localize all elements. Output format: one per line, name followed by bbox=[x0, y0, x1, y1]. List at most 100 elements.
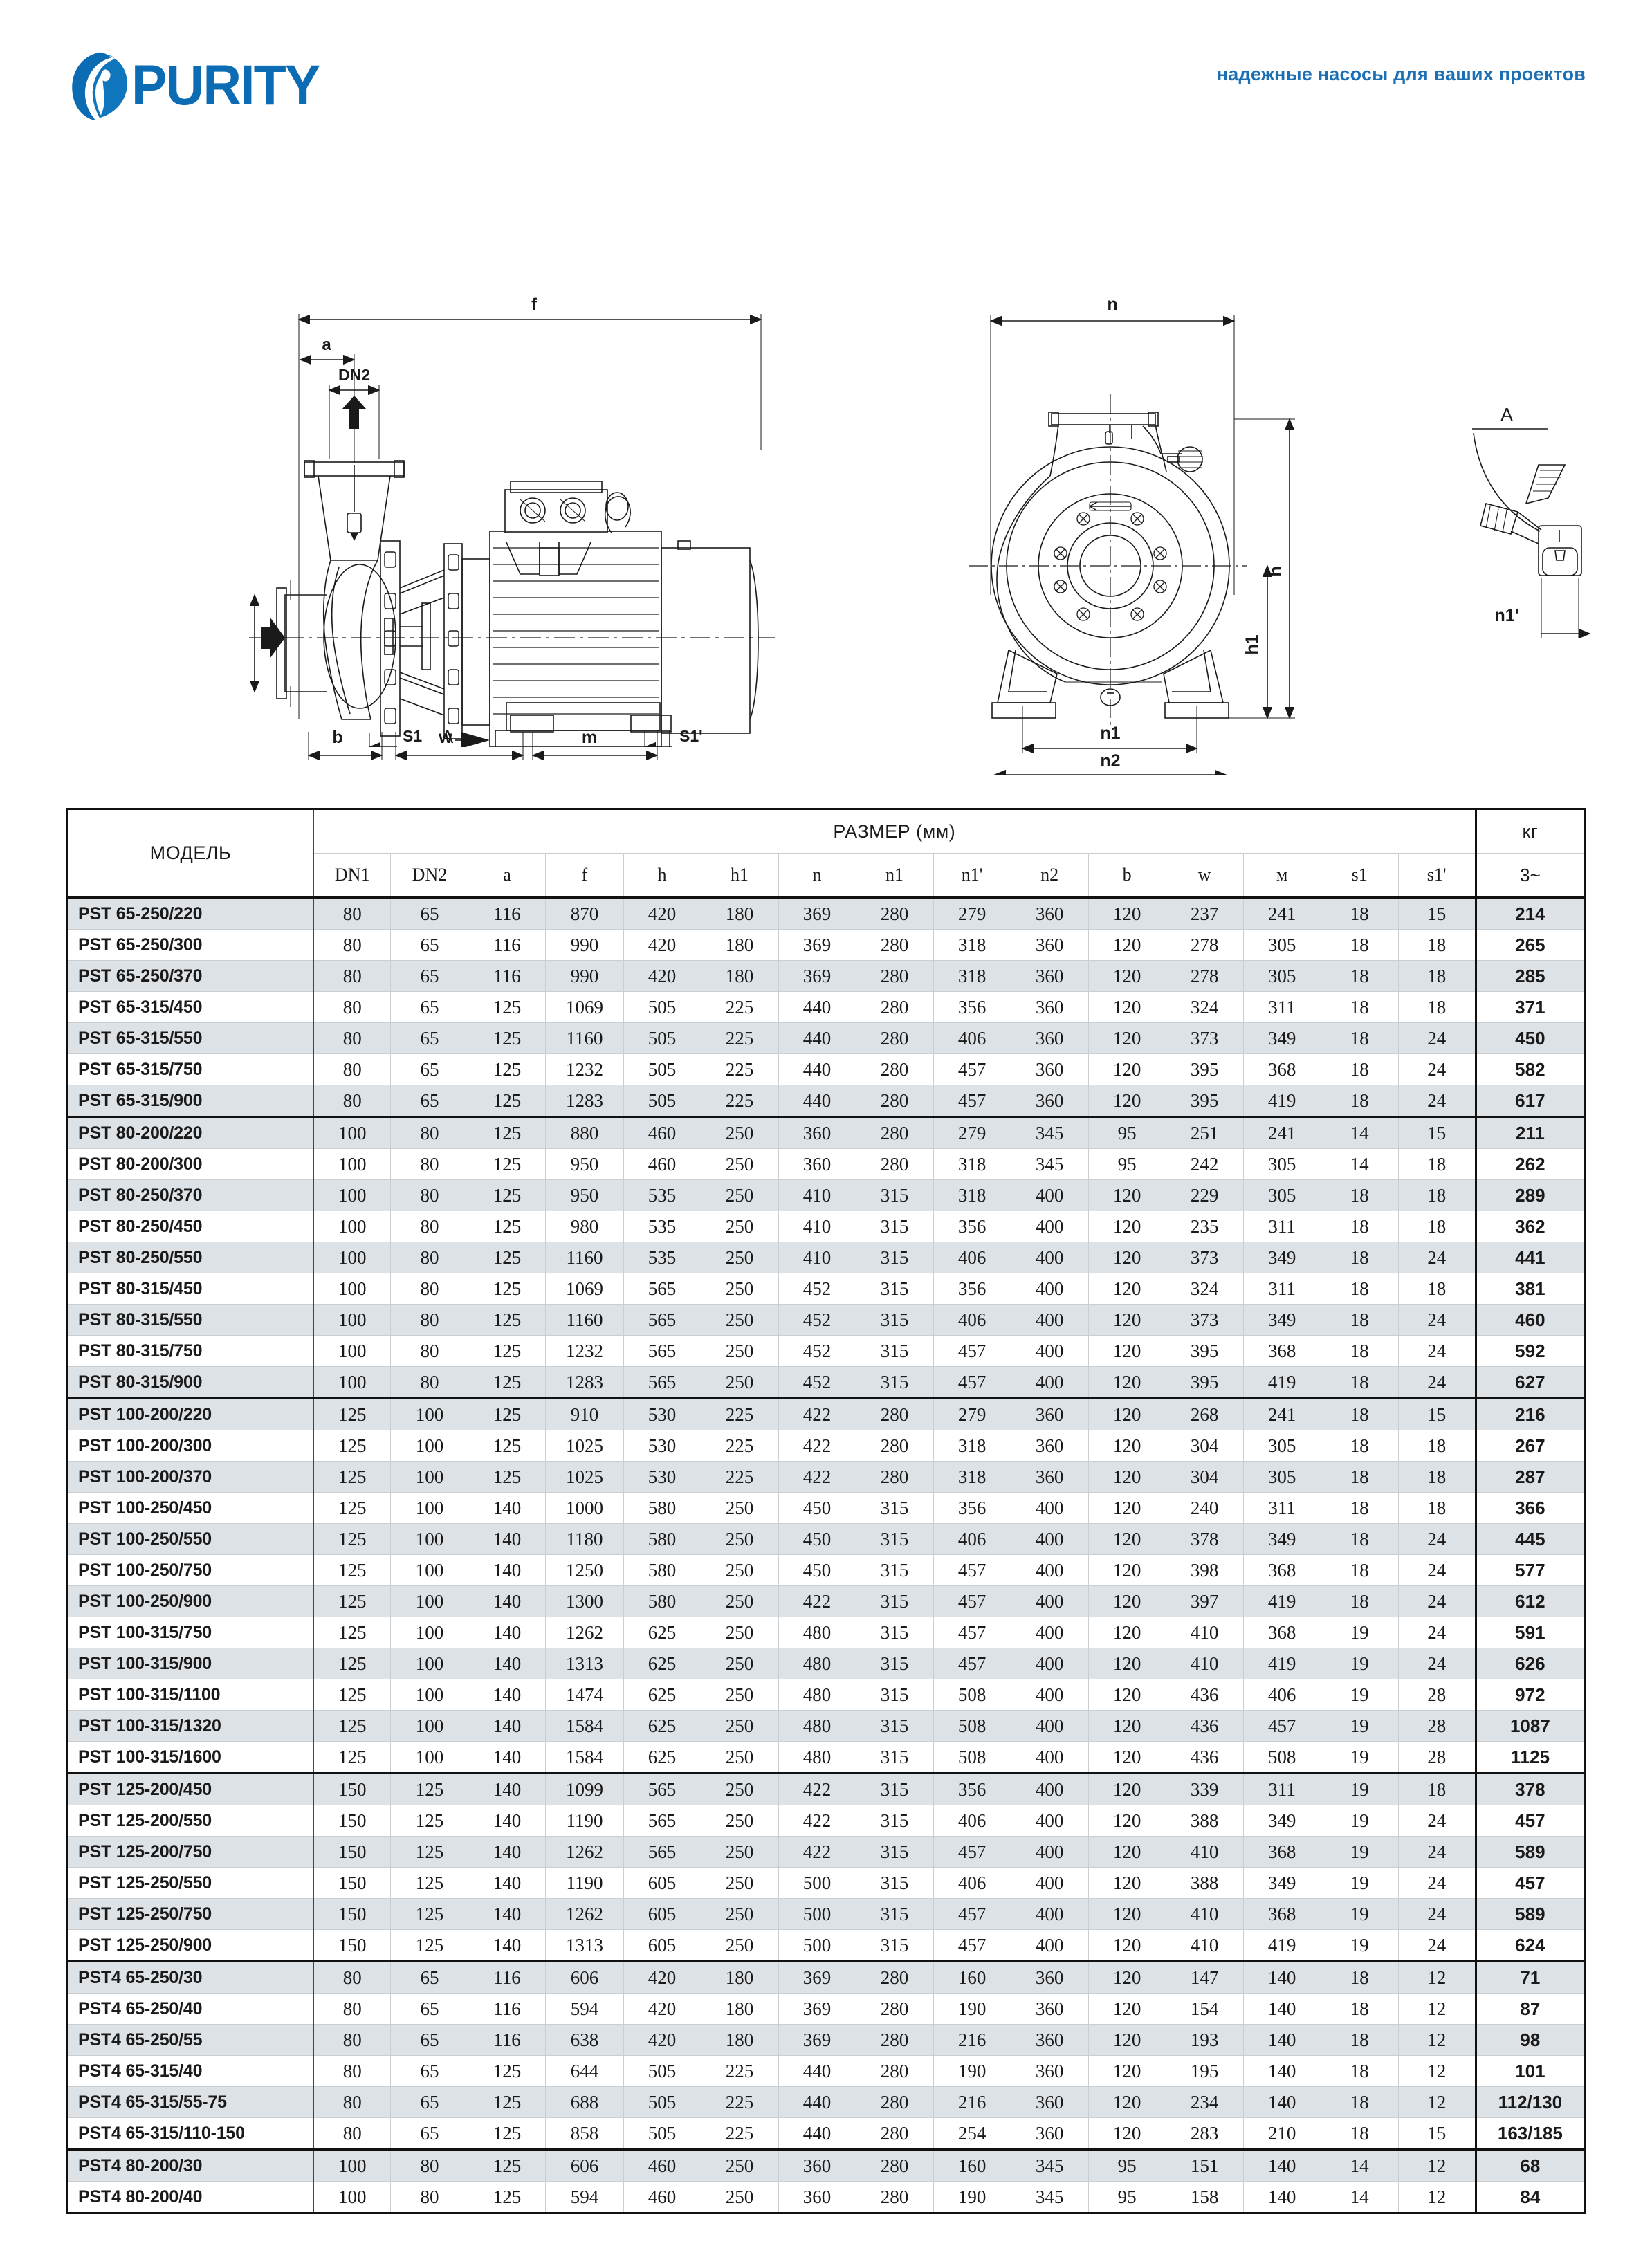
cell-f: 1250 bbox=[545, 1554, 624, 1586]
cell-n1p: 318 bbox=[933, 1179, 1011, 1211]
cell-n: 450 bbox=[778, 1554, 856, 1586]
cell-DN1: 80 bbox=[313, 2117, 392, 2150]
table-row: PST 100-250/550 125 100 140 1180 580 250 450 315… bbox=[66, 1523, 1586, 1555]
cell-model: PST4 80-200/40 bbox=[66, 2181, 314, 2214]
cell-м: 305 bbox=[1242, 929, 1321, 961]
cell-weight: 460 bbox=[1474, 1304, 1586, 1336]
cell-DN2: 100 bbox=[390, 1648, 469, 1679]
cell-h: 565 bbox=[623, 1366, 701, 1399]
cell-n: 450 bbox=[778, 1523, 856, 1555]
cell-weight: 457 bbox=[1474, 1805, 1586, 1837]
cell-м: 349 bbox=[1242, 1867, 1321, 1899]
cell-w: 397 bbox=[1165, 1585, 1244, 1617]
cell-s1: 18 bbox=[1320, 1179, 1399, 1211]
cell-b: 120 bbox=[1087, 929, 1166, 961]
cell-weight: 627 bbox=[1474, 1366, 1586, 1399]
cell-weight: 163/185 bbox=[1474, 2117, 1586, 2150]
cell-model: PST4 65-250/40 bbox=[66, 1993, 314, 2025]
cell-w: 410 bbox=[1165, 1929, 1244, 1962]
cell-model: PST 100-250/450 bbox=[66, 1492, 314, 1524]
cell-s1p: 24 bbox=[1397, 1585, 1476, 1617]
cell-h: 535 bbox=[623, 1179, 701, 1211]
cell-s1p: 18 bbox=[1397, 1461, 1476, 1493]
cell-b: 120 bbox=[1087, 1648, 1166, 1679]
header-col-b: b bbox=[1087, 853, 1166, 899]
cell-weight: 450 bbox=[1474, 1022, 1586, 1054]
cell-h: 565 bbox=[623, 1836, 701, 1868]
cell-w: 235 bbox=[1165, 1211, 1244, 1242]
cell-DN2: 65 bbox=[390, 2086, 469, 2118]
cell-a: 116 bbox=[468, 2024, 547, 2056]
cell-weight: 589 bbox=[1474, 1898, 1586, 1930]
cell-n1: 315 bbox=[855, 1523, 934, 1555]
cell-n1: 280 bbox=[855, 1085, 934, 1117]
cell-м: 305 bbox=[1242, 1430, 1321, 1462]
table-row: PST 80-315/550 100 80 125 1160 565 250 452 315 40… bbox=[66, 1304, 1586, 1336]
flow-arrow-dn1 bbox=[261, 617, 285, 659]
cell-м: 305 bbox=[1242, 1461, 1321, 1493]
cell-м: 419 bbox=[1242, 1366, 1321, 1399]
cell-f: 1283 bbox=[545, 1085, 624, 1117]
cell-s1p: 24 bbox=[1397, 1836, 1476, 1868]
cell-w: 339 bbox=[1165, 1772, 1244, 1805]
cell-DN1: 150 bbox=[313, 1772, 392, 1805]
cell-h1: 225 bbox=[700, 2117, 779, 2150]
cell-м: 311 bbox=[1242, 991, 1321, 1023]
cell-DN2: 80 bbox=[390, 2148, 469, 2182]
cell-n1p: 216 bbox=[933, 2086, 1011, 2118]
cell-h1: 250 bbox=[700, 1211, 779, 1242]
cell-w: 436 bbox=[1165, 1741, 1244, 1774]
cell-DN1: 100 bbox=[313, 1242, 392, 1273]
cell-n1: 315 bbox=[855, 1741, 934, 1774]
cell-model: PST 80-200/300 bbox=[66, 1148, 314, 1180]
cell-a: 140 bbox=[468, 1679, 547, 1711]
cell-n1p: 457 bbox=[933, 1053, 1011, 1085]
cell-DN2: 65 bbox=[390, 896, 469, 930]
cell-h: 565 bbox=[623, 1772, 701, 1805]
cell-model: PST 125-250/750 bbox=[66, 1898, 314, 1930]
cell-s1: 18 bbox=[1320, 960, 1399, 992]
cell-b: 120 bbox=[1087, 896, 1166, 930]
cell-w: 242 bbox=[1165, 1148, 1244, 1180]
table-row: PST 65-315/900 80 65 125 1283 505 225 440 280 457… bbox=[66, 1085, 1586, 1117]
cell-n1: 280 bbox=[855, 929, 934, 961]
cell-a: 125 bbox=[468, 2117, 547, 2150]
cell-DN1: 100 bbox=[313, 1148, 392, 1180]
dim-label-s1-prime: S1' bbox=[679, 727, 703, 745]
cell-DN1: 100 bbox=[313, 2181, 392, 2214]
cell-w: 373 bbox=[1165, 1242, 1244, 1273]
cell-n1p: 508 bbox=[933, 1679, 1011, 1711]
cell-model: PST 125-200/750 bbox=[66, 1836, 314, 1868]
cell-м: 305 bbox=[1242, 1148, 1321, 1180]
cell-s1p: 24 bbox=[1397, 1867, 1476, 1899]
table-row: PST 125-200/450 150 125 140 1099 565 250 422 315… bbox=[66, 1772, 1586, 1805]
cell-model: PST 100-315/750 bbox=[66, 1617, 314, 1648]
cell-n1: 280 bbox=[855, 1430, 934, 1462]
brand-logo: PURITY bbox=[66, 50, 331, 122]
cell-DN1: 125 bbox=[313, 1617, 392, 1648]
cell-h1: 225 bbox=[700, 1430, 779, 1462]
cell-b: 120 bbox=[1087, 1929, 1166, 1962]
cell-DN1: 100 bbox=[313, 2148, 392, 2182]
cell-h1: 180 bbox=[700, 896, 779, 930]
cell-м: 311 bbox=[1242, 1492, 1321, 1524]
cell-a: 125 bbox=[468, 2148, 547, 2182]
cell-DN1: 80 bbox=[313, 960, 392, 992]
cell-b: 120 bbox=[1087, 1993, 1166, 2025]
cell-n: 500 bbox=[778, 1867, 856, 1899]
cell-f: 1283 bbox=[545, 1366, 624, 1399]
cell-f: 644 bbox=[545, 2055, 624, 2087]
cell-h1: 250 bbox=[700, 1867, 779, 1899]
cell-n2: 400 bbox=[1010, 1211, 1089, 1242]
cell-м: 210 bbox=[1242, 2117, 1321, 2150]
cell-s1: 18 bbox=[1320, 1554, 1399, 1586]
cell-DN2: 80 bbox=[390, 1148, 469, 1180]
cell-f: 688 bbox=[545, 2086, 624, 2118]
cell-model: PST 100-250/550 bbox=[66, 1523, 314, 1555]
cell-w: 229 bbox=[1165, 1179, 1244, 1211]
cell-n: 369 bbox=[778, 2024, 856, 2056]
cell-n1: 315 bbox=[855, 1366, 934, 1399]
cell-n: 410 bbox=[778, 1242, 856, 1273]
cell-n1: 280 bbox=[855, 2148, 934, 2182]
cell-h1: 225 bbox=[700, 1085, 779, 1117]
